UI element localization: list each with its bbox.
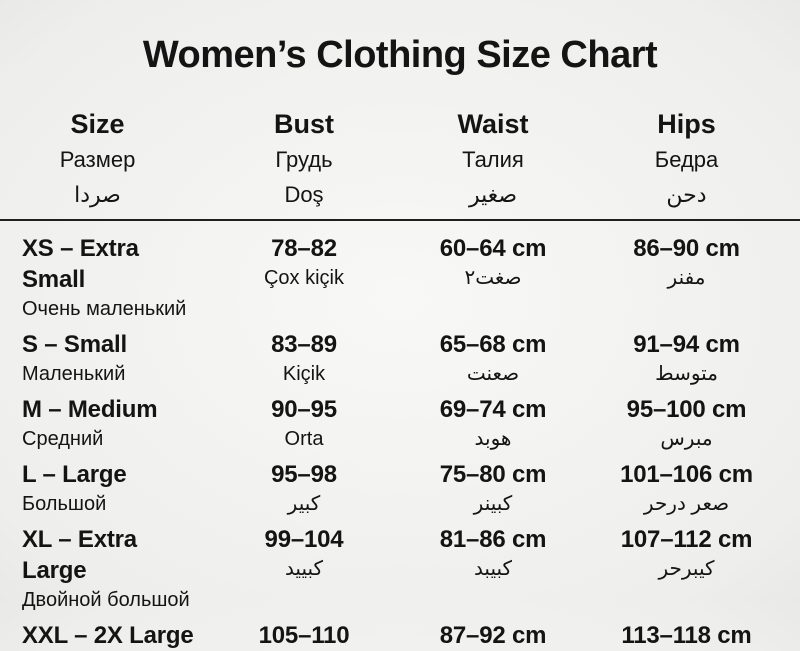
header-size-ar: صردا xyxy=(74,182,121,207)
size-chart-page: Women’s Clothing Size Chart Size Размер … xyxy=(0,34,800,649)
header-bust-ar: Doş xyxy=(284,182,324,207)
bust-translation: Kiçik xyxy=(282,363,326,385)
size-value: XL – Extra Large xyxy=(22,526,137,584)
waist-value: 87–92 cm xyxy=(439,622,547,649)
hips-value: 113–118 cm xyxy=(621,622,752,649)
header-bust: Bust Грудь Doş xyxy=(195,105,413,213)
waist-translation: صعنت xyxy=(466,363,520,385)
hips-cell: 101–106 cm صعر درحر xyxy=(573,459,800,519)
size-value: XS – Extra Small xyxy=(22,235,139,293)
waist-cell: 87–92 cm xyxy=(413,620,573,651)
bust-value: 99–104 xyxy=(264,526,344,553)
size-value: XXL – 2X Large xyxy=(22,622,194,649)
header-hips-ru: Бедра xyxy=(654,147,719,172)
bust-cell: 90–95 Orta xyxy=(195,394,413,454)
bust-translation: كبير xyxy=(287,493,321,515)
waist-translation: صغت٢ xyxy=(464,267,522,289)
size-value: M – Medium xyxy=(22,396,158,423)
header-size-en: Size xyxy=(70,109,125,139)
header-bust-en: Bust xyxy=(274,109,334,139)
waist-value: 60–64 cm xyxy=(439,235,547,262)
waist-cell: 65–68 cm صعنت xyxy=(413,329,573,389)
table-row-s: S – Small Маленький 83–89 Kiçik 65–68 cm… xyxy=(0,329,800,389)
header-waist-ru: Талия xyxy=(462,147,524,172)
header-hips-en: Hips xyxy=(657,109,716,139)
bust-cell: 95–98 كبير xyxy=(195,459,413,519)
bust-value: 95–98 xyxy=(271,461,337,488)
size-translation: Средний xyxy=(22,428,104,450)
hips-value: 91–94 cm xyxy=(633,331,740,358)
bust-value: 78–82 xyxy=(271,235,337,262)
bust-cell: 78–82 Çox kiçik xyxy=(195,233,413,324)
header-size: Size Размер صردا xyxy=(0,105,195,213)
header-size-ru: Размер xyxy=(59,147,136,172)
size-cell: M – Medium Средний xyxy=(0,394,195,454)
size-cell: XXL – 2X Large xyxy=(0,620,195,651)
bust-value: 90–95 xyxy=(271,396,337,423)
waist-translation: كبينر xyxy=(473,493,513,515)
table-row-xl: XL – Extra Large Двойной большой 99–104 … xyxy=(0,524,800,615)
hips-cell: 113–118 cm xyxy=(573,620,800,651)
waist-value: 81–86 cm xyxy=(439,526,547,553)
hips-translation: مفنر xyxy=(667,267,706,289)
size-translation: Большой xyxy=(22,493,107,515)
header-hips-ar: دحن xyxy=(666,182,707,207)
size-cell: XL – Extra Large Двойной большой xyxy=(0,524,195,615)
waist-cell: 81–86 cm كبيبد xyxy=(413,524,573,615)
bust-value: 83–89 xyxy=(271,331,337,358)
size-value: L – Large xyxy=(22,461,127,488)
waist-value: 75–80 cm xyxy=(439,461,547,488)
bust-translation: Çox kiçik xyxy=(263,267,344,289)
table-row-xs: XS – Extra Small Очень маленький 78–82 Ç… xyxy=(0,233,800,324)
size-translation: Маленький xyxy=(22,363,126,385)
waist-value: 69–74 cm xyxy=(439,396,547,423)
header-hips: Hips Бедра دحن xyxy=(573,105,800,213)
hips-translation: كيبرحر xyxy=(658,558,715,580)
waist-translation: كبيبد xyxy=(473,558,513,580)
bust-cell: 105–110 xyxy=(195,620,413,651)
bust-translation: Orta xyxy=(284,428,324,450)
hips-translation: متوسط xyxy=(655,363,718,385)
hips-value: 101–106 cm xyxy=(620,461,753,488)
header-waist-en: Waist xyxy=(457,109,529,139)
table-row-l: L – Large Большой 95–98 كبير 75–80 cm كب… xyxy=(0,459,800,519)
waist-cell: 60–64 cm صغت٢ xyxy=(413,233,573,324)
table-body: XS – Extra Small Очень маленький 78–82 Ç… xyxy=(0,221,800,651)
bust-cell: 99–104 كبييد xyxy=(195,524,413,615)
hips-value: 86–90 cm xyxy=(633,235,740,262)
page-title: Women’s Clothing Size Chart xyxy=(142,34,658,76)
bust-translation: كبييد xyxy=(284,558,324,580)
table-header: Size Размер صردا Bust Грудь Doş Waist Та… xyxy=(0,105,800,213)
waist-cell: 75–80 cm كبينر xyxy=(413,459,573,519)
bust-value: 105–110 xyxy=(258,622,350,649)
waist-value: 65–68 cm xyxy=(439,331,547,358)
hips-value: 95–100 cm xyxy=(626,396,747,423)
size-translation: Двойной большой xyxy=(22,589,190,611)
hips-cell: 86–90 cm مفنر xyxy=(573,233,800,324)
size-cell: XS – Extra Small Очень маленький xyxy=(0,233,195,324)
table-row-m: M – Medium Средний 90–95 Orta 69–74 cm ه… xyxy=(0,394,800,454)
waist-translation: هوبد xyxy=(474,428,512,450)
waist-cell: 69–74 cm هوبد xyxy=(413,394,573,454)
hips-cell: 95–100 cm مبرس xyxy=(573,394,800,454)
header-waist: Waist Талия صغير xyxy=(413,105,573,213)
size-cell: S – Small Маленький xyxy=(0,329,195,389)
bust-cell: 83–89 Kiçik xyxy=(195,329,413,389)
hips-translation: صعر درحر xyxy=(643,493,730,515)
table-row-xxl: XXL – 2X Large 105–110 87–92 cm 113–118 … xyxy=(0,620,800,651)
hips-translation: مبرس xyxy=(660,428,713,450)
hips-value: 107–112 cm xyxy=(620,526,753,553)
header-divider xyxy=(0,219,800,221)
size-value: S – Small xyxy=(22,331,127,358)
hips-cell: 91–94 cm متوسط xyxy=(573,329,800,389)
size-cell: L – Large Большой xyxy=(0,459,195,519)
hips-cell: 107–112 cm كيبرحر xyxy=(573,524,800,615)
header-bust-ru: Грудь xyxy=(275,147,333,172)
header-waist-ar: صغير xyxy=(468,182,518,207)
size-translation: Очень маленький xyxy=(22,298,187,320)
